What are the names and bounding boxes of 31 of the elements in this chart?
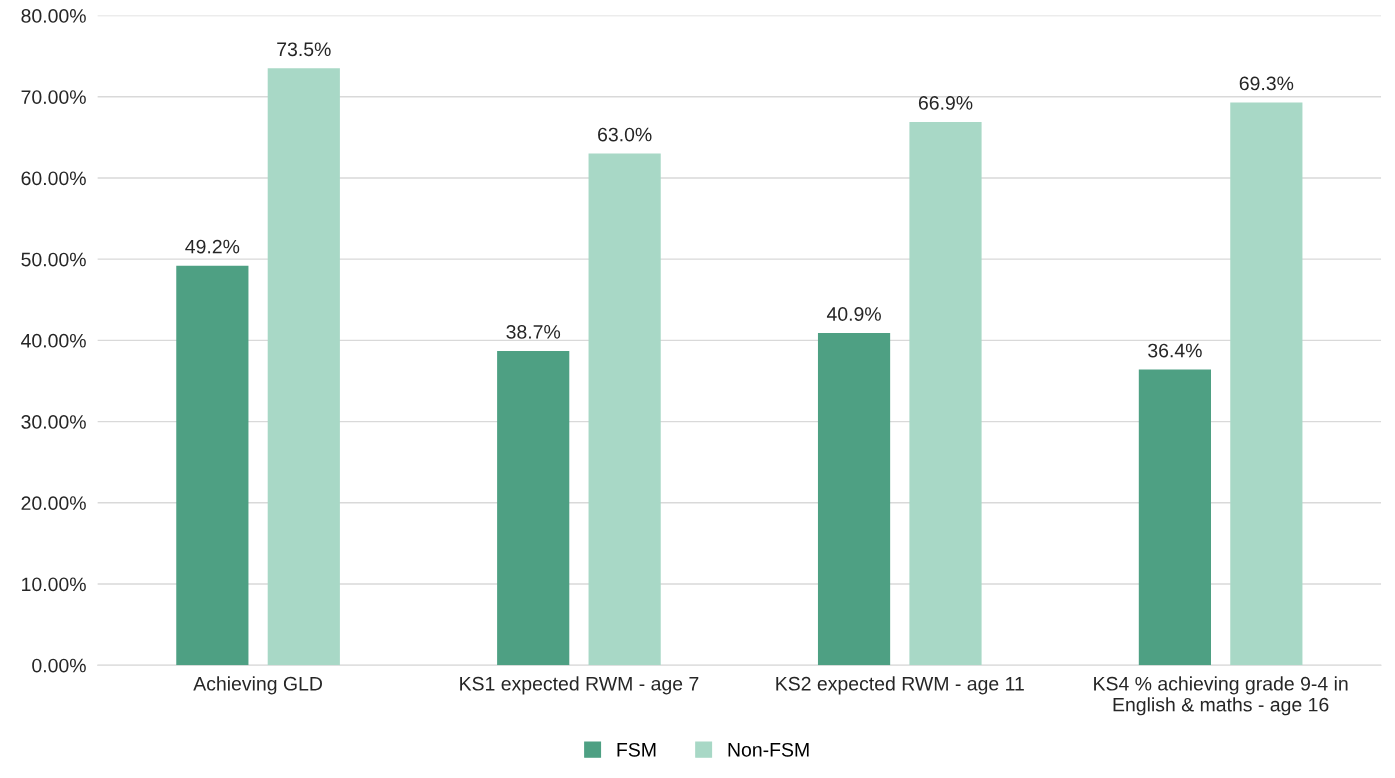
y-tick-label: 30.00% [21,415,86,429]
bar [1138,369,1211,666]
data-label: 73.5% [277,42,331,57]
legend-label: FSM [617,742,656,757]
data-label: 36.4% [1148,343,1202,358]
y-tick-label: 40.00% [21,333,86,348]
y-tick-label: 50.00% [21,252,86,267]
bar [1230,102,1303,666]
data-label: 40.9% [826,307,881,321]
data-label: 38.7% [506,324,561,339]
y-tick-label: 70.00% [21,90,86,104]
bar [817,333,891,666]
data-label: 49.2% [185,239,240,254]
y-tick-label: 0.00% [32,658,86,673]
legend-label: Non-FSM [728,742,809,757]
x-tick-label: Achieving GLD [193,676,322,695]
x-tick-label: KS1 expected RWM - age 7 [460,676,699,695]
y-tick-label: 80.00% [21,9,86,23]
y-tick-label: 60.00% [21,171,86,186]
data-label: 63.0% [598,127,652,142]
x-tick-label: KS2 expected RWM - age 11 [776,676,1024,695]
x-tick-label: KS4 % achieving grade 9-4 in English & maths - age 16 [1094,676,1348,716]
y-tick-label: 20.00% [21,496,86,511]
bar [176,265,249,666]
data-label: 66.9% [918,95,973,110]
y-tick-label: 10.00% [22,577,86,592]
bar [588,153,661,666]
data-label: 69.3% [1239,76,1294,91]
bar [267,68,340,666]
bar [497,350,570,666]
bar [909,121,982,666]
